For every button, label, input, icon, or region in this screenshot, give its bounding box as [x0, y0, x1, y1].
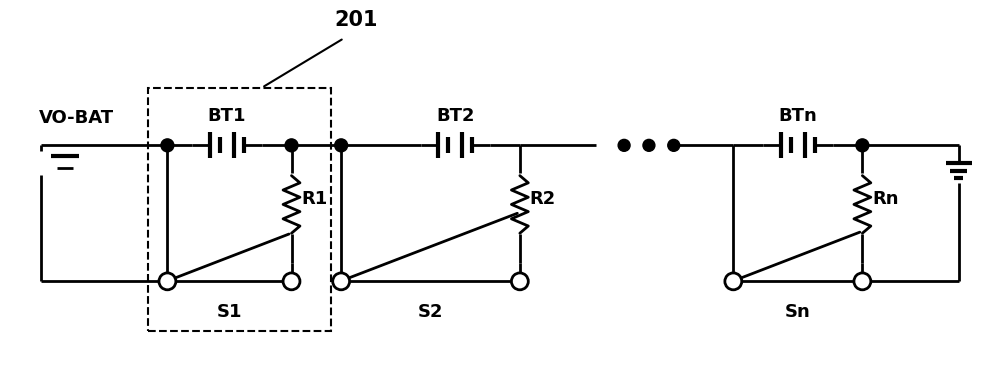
Text: VO-BAT: VO-BAT [39, 110, 114, 127]
Circle shape [335, 139, 348, 152]
Circle shape [643, 139, 655, 151]
Circle shape [725, 273, 742, 290]
Text: S2: S2 [418, 303, 443, 321]
Text: BT1: BT1 [208, 108, 246, 125]
Text: R2: R2 [530, 190, 556, 209]
Circle shape [511, 273, 528, 290]
Text: Sn: Sn [785, 303, 811, 321]
Text: Rn: Rn [872, 190, 899, 209]
Text: 201: 201 [334, 10, 378, 30]
Text: S1: S1 [217, 303, 242, 321]
Circle shape [333, 273, 350, 290]
Circle shape [161, 139, 174, 152]
Circle shape [618, 139, 630, 151]
Circle shape [668, 139, 680, 151]
Circle shape [159, 273, 176, 290]
Circle shape [856, 139, 869, 152]
Text: BTn: BTn [778, 108, 817, 125]
Circle shape [854, 273, 871, 290]
Text: R1: R1 [301, 190, 328, 209]
Circle shape [283, 273, 300, 290]
Circle shape [285, 139, 298, 152]
Text: BT2: BT2 [436, 108, 475, 125]
